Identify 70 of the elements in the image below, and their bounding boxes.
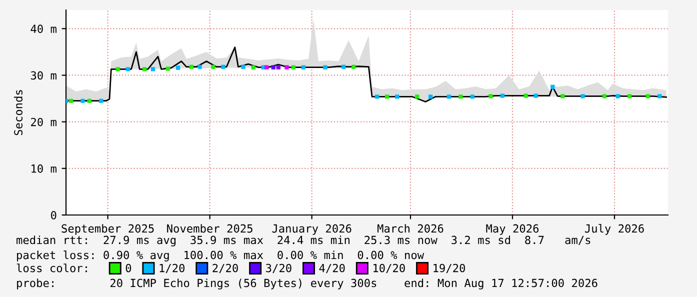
x-tick-label: July 2026 <box>584 224 644 235</box>
point <box>198 64 202 69</box>
point <box>241 64 246 69</box>
point <box>80 98 85 103</box>
y-tick-label: 20 m <box>31 118 56 126</box>
x-tick-label: September 2025 <box>62 224 154 235</box>
point <box>524 94 528 98</box>
x-tick-label: January 2026 <box>272 224 352 235</box>
point <box>166 66 170 71</box>
x-tick-label: May 2026 <box>486 224 539 235</box>
point <box>627 94 632 98</box>
point <box>458 94 463 99</box>
point <box>342 64 346 69</box>
point <box>500 94 505 98</box>
legend-label: 4/20 <box>319 264 345 274</box>
point <box>301 65 306 70</box>
point <box>284 65 289 70</box>
point <box>68 98 74 103</box>
y-tick-label: 0 <box>51 211 56 220</box>
line-series <box>66 46 668 102</box>
point <box>602 94 607 98</box>
y-tick-label: 30 m <box>30 71 56 80</box>
x-tick-label: November 2025 <box>167 224 252 233</box>
text: probe: 20 ICMP Echo Pings (56 Bytes) every 300s <box>17 278 376 290</box>
point <box>395 94 400 99</box>
point <box>99 98 104 103</box>
point <box>658 94 662 98</box>
y-tick-label: 10 m <box>32 164 56 173</box>
point <box>580 94 585 98</box>
legend-label: 1/20 <box>160 264 185 274</box>
point <box>550 84 555 89</box>
point <box>176 66 180 70</box>
text: end: Mon Aug 17 12:57:00 2026 <box>404 278 598 290</box>
point <box>264 65 269 70</box>
point <box>384 94 390 99</box>
point <box>415 94 420 99</box>
legend-label: 0 <box>126 264 132 272</box>
point <box>323 65 328 70</box>
x-tick-label: March 2026 <box>378 224 444 233</box>
point <box>142 67 147 72</box>
point <box>271 65 276 70</box>
y-axis-title: Seconds <box>14 90 23 136</box>
point <box>150 67 156 72</box>
point <box>116 67 120 72</box>
legend-label: 10/20 <box>373 264 405 274</box>
point <box>646 94 650 98</box>
point <box>352 64 356 69</box>
point <box>616 94 620 98</box>
point <box>560 94 565 98</box>
point <box>276 65 280 70</box>
legend-label: 2/20 <box>212 264 238 274</box>
text: median rtt: 27.9 ms avg 35.9 ms max 24.4 ms min 25.3 ms now 3.2 ms sd 8.7 am/s <box>16 236 590 246</box>
point <box>488 94 493 98</box>
legend-title: loss color: <box>16 264 87 272</box>
point <box>446 94 452 99</box>
point <box>189 64 194 69</box>
point <box>428 94 433 99</box>
point <box>534 94 538 98</box>
point <box>221 64 226 69</box>
point <box>374 94 380 99</box>
legend-label: 19/20 <box>434 264 465 274</box>
point <box>470 94 474 99</box>
point <box>211 64 216 69</box>
point <box>126 67 130 72</box>
text: packet loss: 0.90 % avg 100.00 % max 0.00 % min 0.00 % now <box>17 250 424 262</box>
legend-label: 3/20 <box>266 264 292 274</box>
point <box>251 65 256 70</box>
point <box>87 98 92 103</box>
y-tick-label: 40 m <box>30 24 56 34</box>
point <box>291 65 296 70</box>
